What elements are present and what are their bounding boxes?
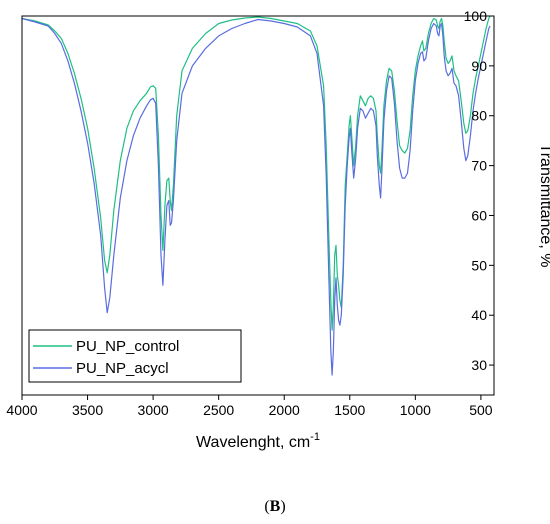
panel-label-close: ) [280, 498, 286, 515]
series-line-pu-np-acycl [21, 17, 491, 376]
x-axis-title-text: Wavelenght, cm [196, 434, 310, 451]
legend-label-pu-np-acycl: PU_NP_acycl [76, 360, 169, 377]
y-tick-label: 40 [471, 307, 487, 323]
legend: PU_NP_control PU_NP_acycl [28, 329, 242, 383]
y-tick-label: 30 [471, 357, 487, 373]
y-axis-title: Transmittance, % [537, 144, 550, 268]
x-axis-title-superscript: -1 [310, 431, 320, 443]
legend-label-pu-np-control: PU_NP_control [76, 338, 179, 355]
x-tick-label: 2000 [269, 402, 300, 418]
y-tick-label: 70 [471, 158, 487, 174]
x-axis-ticks: 4000 3500 3000 2500 2000 1500 1000 500 [6, 395, 493, 418]
x-tick-label: 1500 [334, 402, 365, 418]
x-tick-label: 1000 [400, 402, 431, 418]
x-axis-title: Wavelenght, cm-1 [196, 431, 320, 451]
y-axis-ticks: 30 40 50 60 70 80 90 100 [464, 8, 494, 373]
series-layer [21, 15, 491, 376]
x-tick-label: 4000 [6, 402, 37, 418]
plot-frame [21, 15, 495, 396]
y-tick-label: 80 [471, 108, 487, 124]
x-tick-label: 500 [469, 402, 493, 418]
y-tick-label: 100 [464, 8, 488, 24]
y-tick-label: 50 [471, 257, 487, 273]
legend-box [28, 329, 242, 383]
panel-label-open: ( [264, 498, 270, 515]
x-tick-label: 3000 [138, 402, 169, 418]
y-tick-label: 90 [471, 58, 487, 74]
series-line-pu-np-control [21, 15, 491, 331]
x-tick-label: 3500 [72, 402, 103, 418]
y-tick-label: 60 [471, 207, 487, 223]
panel-label-letter: B [269, 498, 281, 515]
x-tick-label: 2500 [203, 402, 234, 418]
panel-label: (B) [0, 498, 550, 516]
